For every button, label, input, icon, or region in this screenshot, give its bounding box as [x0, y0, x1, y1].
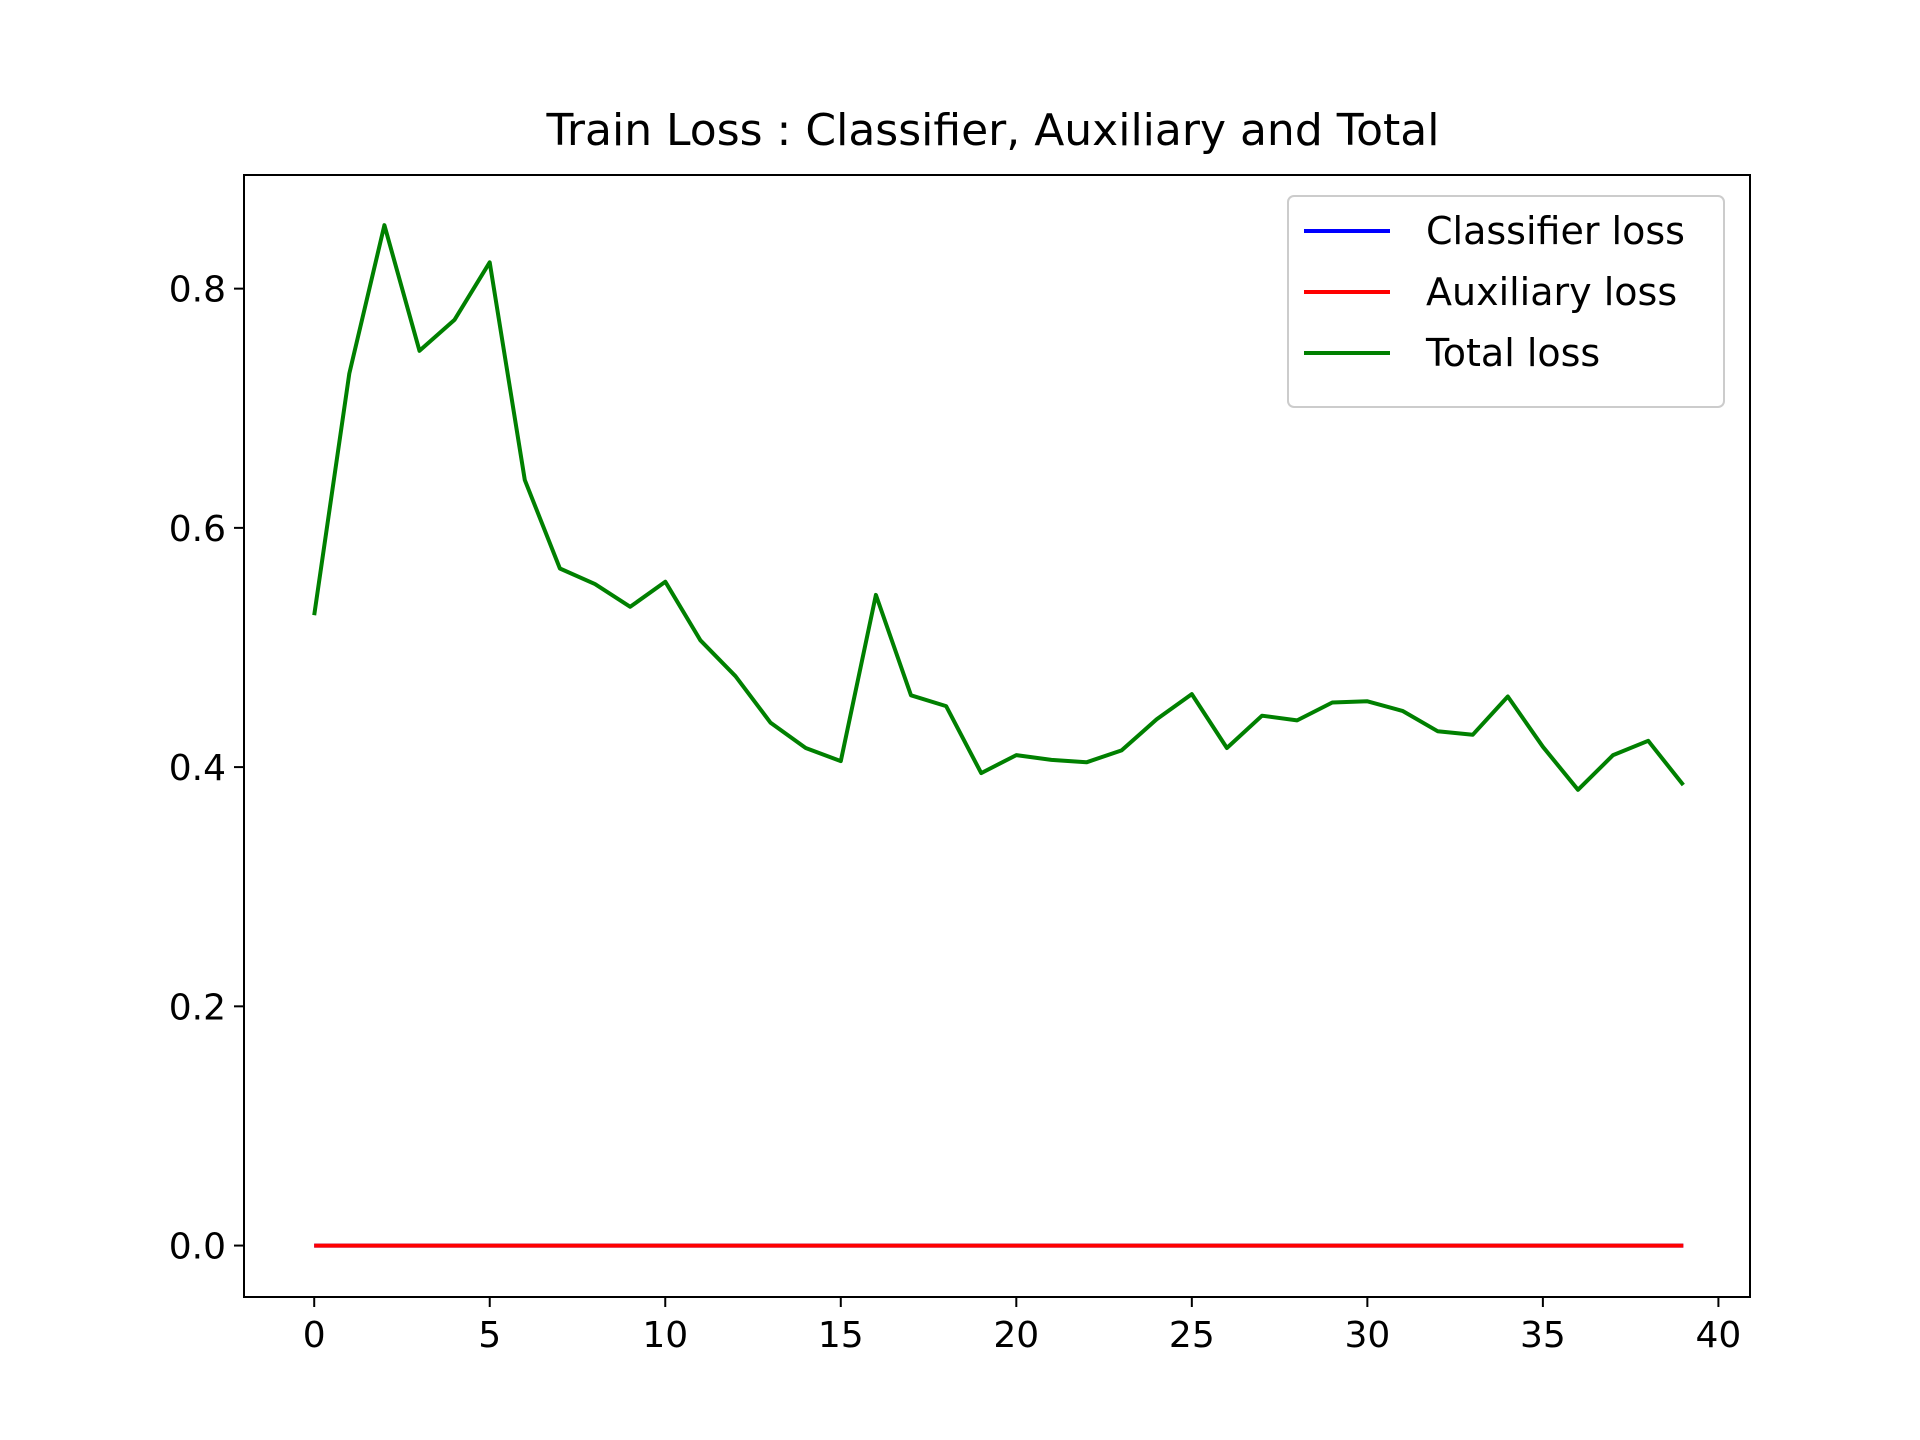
legend-item: Classifier loss	[1304, 209, 1685, 253]
y-tick-label: 0.2	[169, 987, 226, 1028]
x-tick-label: 30	[1344, 1315, 1390, 1356]
x-axis: 0 5 10 15 20 25 30 35 40	[303, 1297, 1741, 1356]
legend-label: Total loss	[1425, 331, 1600, 375]
x-tick-label: 15	[818, 1315, 864, 1356]
x-tick-label: 20	[993, 1315, 1039, 1356]
legend-label: Auxiliary loss	[1426, 270, 1677, 314]
series-layer	[312, 223, 1685, 1248]
x-tick-label: 10	[642, 1315, 688, 1356]
chart-title: Train Loss : Classifier, Auxiliary and T…	[546, 105, 1440, 156]
y-tick-label: 0.8	[169, 270, 226, 311]
x-tick-label: 25	[1169, 1315, 1215, 1356]
x-tick-label: 5	[478, 1315, 501, 1356]
y-axis: 0.0 0.2 0.4 0.6 0.8	[169, 270, 244, 1268]
x-tick-label: 0	[303, 1315, 326, 1356]
y-tick-label: 0.0	[169, 1227, 226, 1268]
legend-item: Auxiliary loss	[1304, 270, 1677, 314]
plot-frame	[243, 174, 1751, 1298]
y-tick-label: 0.6	[169, 509, 226, 550]
series-line-2	[312, 223, 1685, 792]
x-tick-label: 35	[1520, 1315, 1566, 1356]
x-tick-label: 40	[1695, 1315, 1741, 1356]
y-tick-label: 0.4	[169, 748, 226, 789]
legend-label: Classifier loss	[1426, 209, 1685, 253]
legend-box	[1287, 195, 1725, 408]
legend-items: Classifier loss Auxiliary loss Total loss	[1304, 209, 1685, 375]
legend: Classifier loss Auxiliary loss Total loss	[1287, 195, 1725, 408]
legend-item: Total loss	[1304, 331, 1600, 375]
